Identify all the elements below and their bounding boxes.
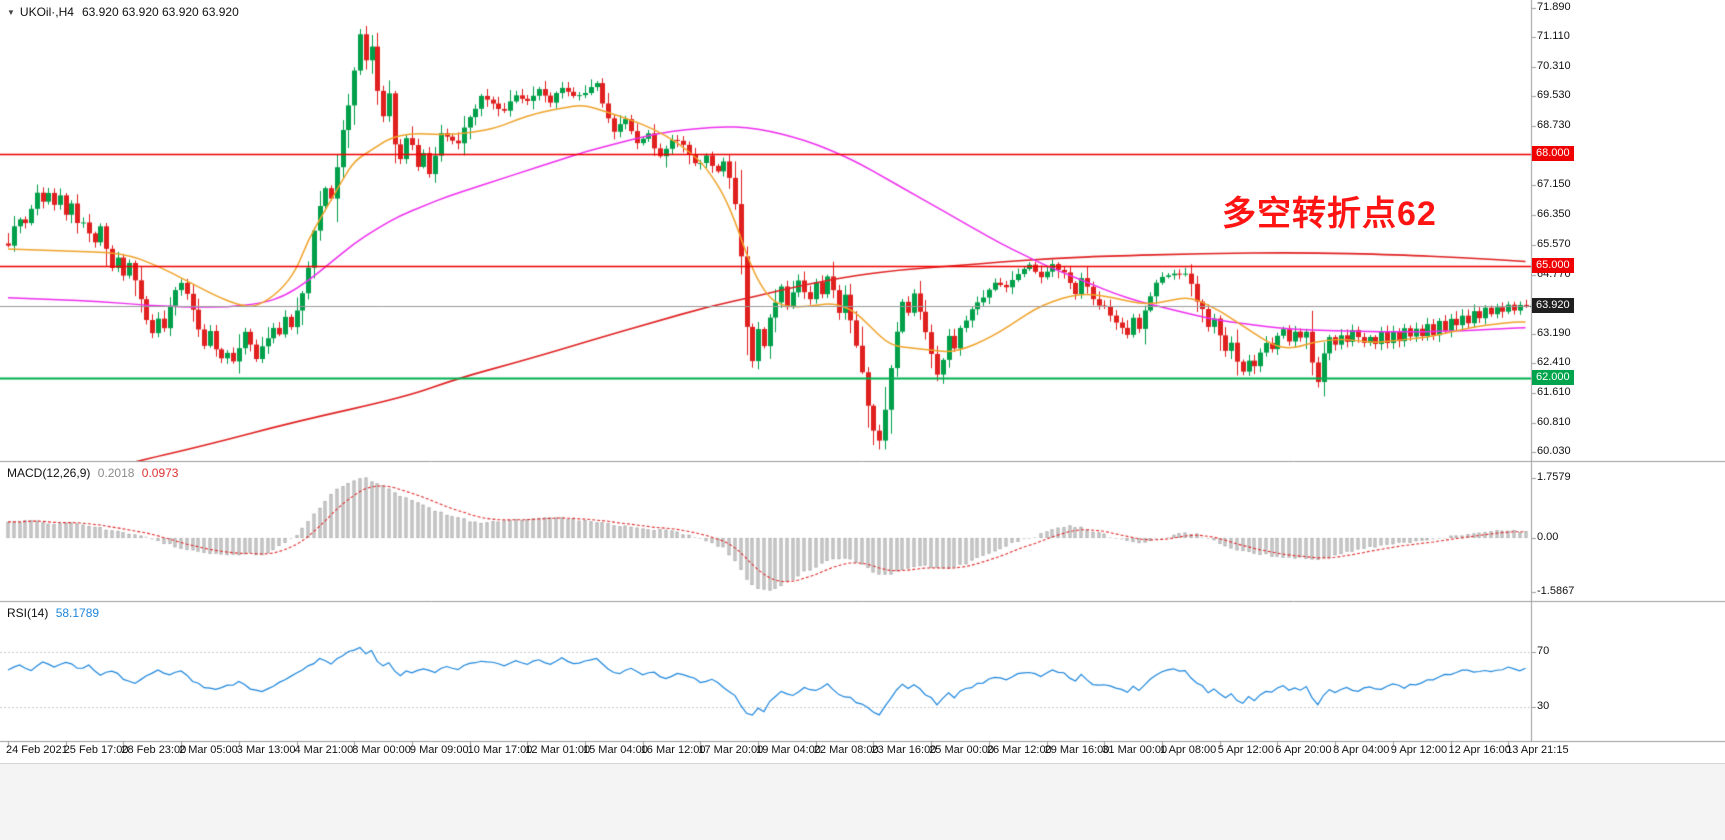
symbol-ohlc-values: 63.920 63.920 63.920 63.920: [81, 5, 239, 19]
price-tick-label: 62.410: [1537, 355, 1571, 368]
price-tick-label: 65.570: [1537, 237, 1571, 250]
time-label: 3 Mar 13:00: [236, 744, 296, 756]
price-axis[interactable]: 71.890 71.110 70.310 69.530 68.730 67.150 66.3…: [1531, 0, 1725, 742]
symbol-header: ▼ UKOil·,H4 63.920 63.920 63.920 63.920: [7, 5, 239, 19]
time-label: 31 Mar 00:00: [1102, 744, 1168, 756]
macd-axis-label: -1.5867: [1537, 585, 1575, 598]
chart-annotation-text: 多空转折点62: [1222, 195, 1437, 233]
rsi-axis-label: 70: [1537, 645, 1550, 657]
macd-axis-label: 0.00: [1537, 531, 1559, 543]
time-label: 28 Feb 23:00: [121, 744, 187, 756]
time-label: 23 Mar 16:00: [871, 744, 937, 756]
time-label: 8 Apr 04:00: [1333, 744, 1390, 756]
time-label: 13 Apr 21:15: [1506, 744, 1569, 756]
time-label: 25 Feb 17:00: [63, 744, 129, 756]
rsi-label-name: RSI(14): [7, 606, 49, 620]
price-tick-label: 66.350: [1537, 208, 1571, 221]
time-label: 22 Mar 08:00: [813, 744, 879, 756]
price-tick-label: 61.610: [1537, 385, 1571, 398]
time-label: 9 Mar 09:00: [409, 744, 469, 756]
price-tick-label: 71.890: [1537, 1, 1571, 13]
time-label: 12 Mar 01:00: [525, 744, 591, 756]
time-label: 19 Mar 04:00: [756, 744, 821, 756]
time-label: 17 Mar 20:00: [698, 744, 764, 756]
time-axis[interactable]: 24 Feb 2021 25 Feb 17:00 28 Feb 23:00 2 Mar…: [0, 744, 1725, 762]
price-tick-label: 71.110: [1537, 30, 1570, 43]
time-label: 29 Mar 16:00: [1044, 744, 1110, 756]
time-label: 2 Mar 05:00: [179, 744, 238, 756]
time-label: 1 Apr 08:00: [1160, 744, 1217, 756]
price-tick-label: 68.730: [1537, 119, 1571, 132]
macd-value-signal: 0.0973: [141, 466, 179, 480]
time-label: 26 Mar 12:00: [986, 744, 1052, 756]
price-tick-label: 60.030: [1537, 445, 1571, 457]
price-level-badge: 68.000: [1532, 145, 1574, 161]
price-level-badge: 62.000: [1532, 370, 1574, 386]
time-label: 5 Apr 12:00: [1217, 744, 1274, 756]
window-bottom-area: [0, 763, 1725, 840]
price-tick-label: 69.530: [1537, 89, 1571, 102]
time-label: 8 Mar 00:00: [352, 744, 411, 756]
time-label: 15 Mar 04:00: [583, 744, 648, 756]
macd-indicator-label: MACD(12,26,9) 0.2018 0.0973: [7, 466, 182, 480]
time-label: 4 Mar 21:00: [294, 744, 354, 756]
price-level-badge: 65.000: [1532, 257, 1574, 273]
time-label: 9 Apr 12:00: [1390, 744, 1448, 756]
price-tick-label: 63.190: [1537, 326, 1571, 339]
time-label: 24 Feb 2021: [6, 744, 68, 756]
symbol-dropdown-icon[interactable]: ▼: [7, 7, 15, 17]
rsi-value: 58.1789: [55, 606, 100, 620]
price-tick-label: 67.150: [1537, 178, 1571, 191]
price-tick-label: 60.810: [1537, 415, 1571, 428]
symbol-title: UKOil·,H4: [19, 5, 74, 19]
macd-label-name: MACD(12,26,9): [7, 466, 91, 480]
price-tick-label: 70.310: [1537, 60, 1571, 73]
rsi-indicator-label: RSI(14) 58.1789: [7, 606, 103, 620]
macd-axis-label: 1.7579: [1537, 471, 1571, 484]
time-label: 10 Mar 17:00: [467, 744, 533, 756]
price-level-badge: 63.920: [1532, 298, 1574, 314]
time-label: 16 Mar 12:00: [640, 744, 706, 756]
time-label: 6 Apr 20:00: [1275, 744, 1332, 756]
time-label: 12 Apr 16:00: [1448, 744, 1511, 756]
time-label: 25 Mar 00:00: [929, 744, 995, 756]
macd-value-main: 0.2018: [97, 466, 135, 480]
rsi-axis-label: 30: [1537, 700, 1550, 712]
